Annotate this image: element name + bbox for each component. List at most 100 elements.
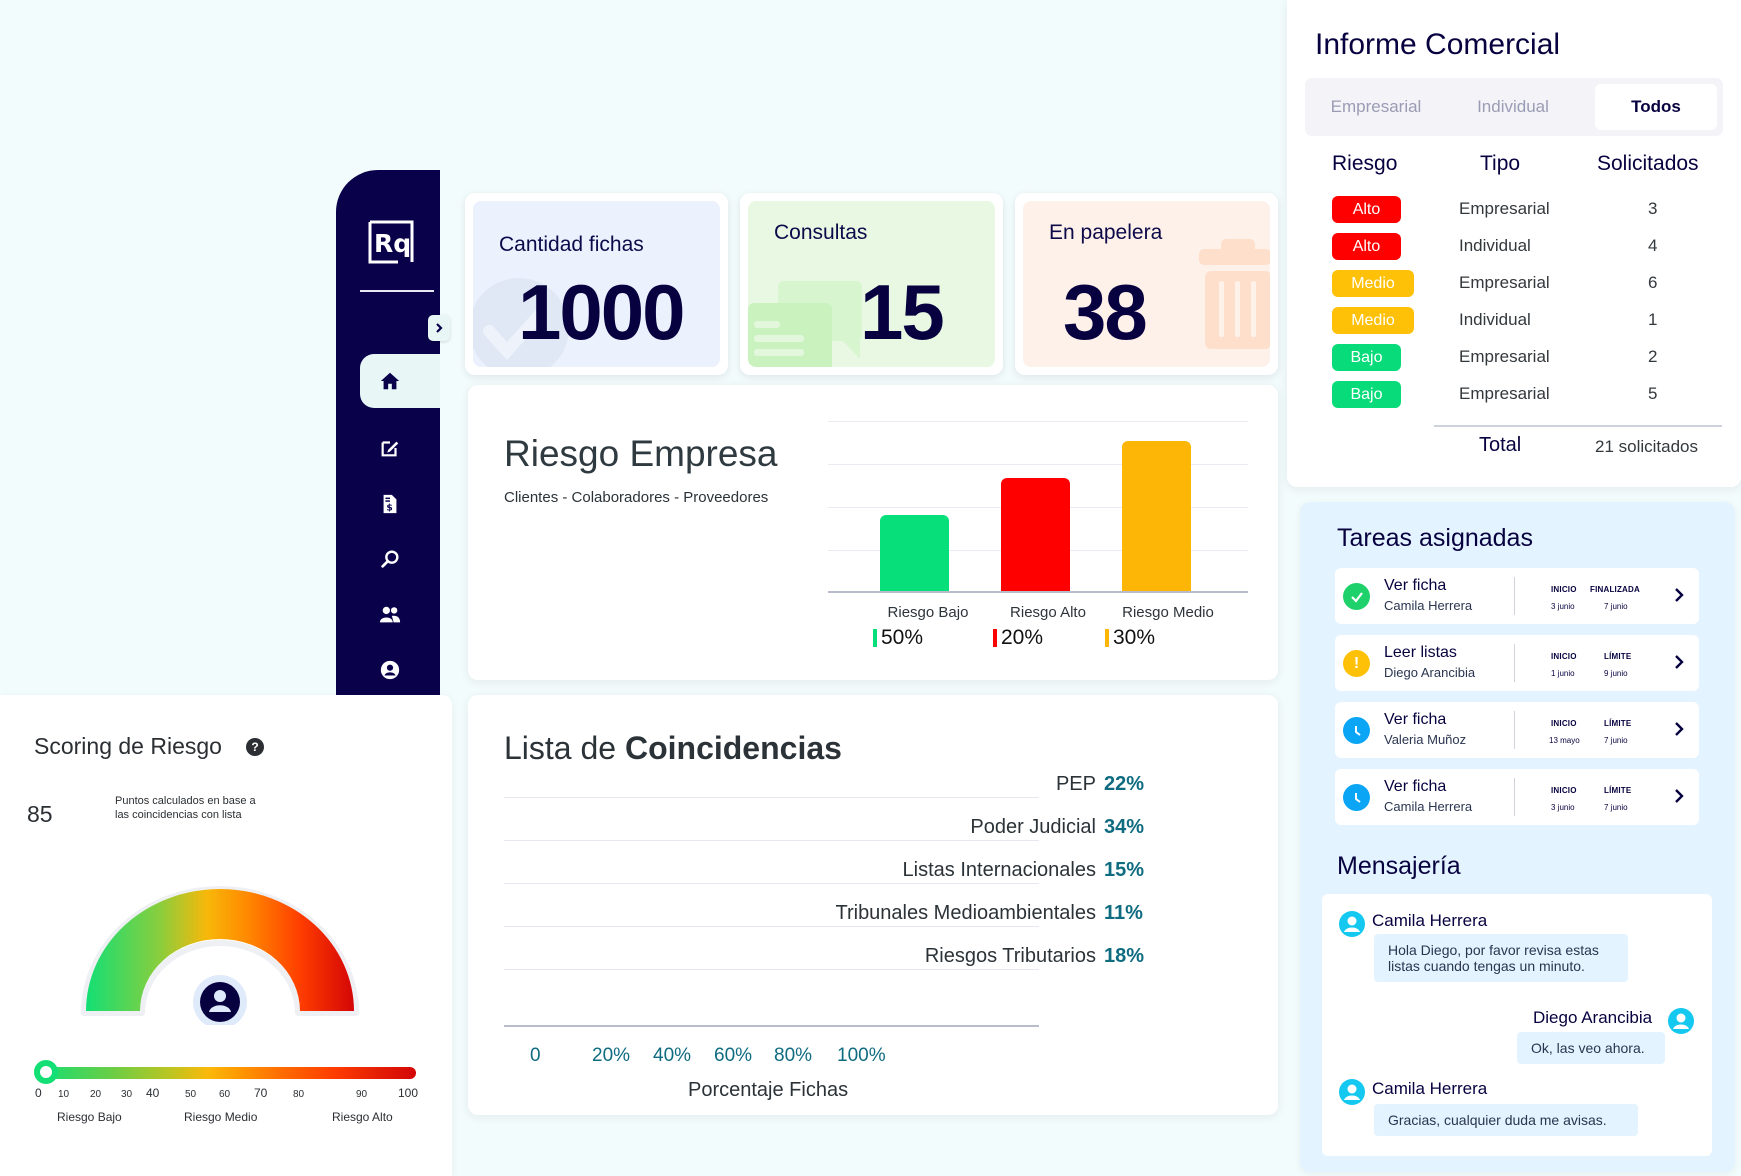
sidebar-item-invoice[interactable]: $ bbox=[360, 477, 440, 531]
message-thread: Camila Herrera Hola Diego, por favor rev… bbox=[1322, 894, 1712, 1156]
sidebar-item-search[interactable] bbox=[360, 532, 440, 586]
solicitados-cell: 2 bbox=[1648, 347, 1658, 366]
x-axis bbox=[828, 591, 1248, 593]
stat-card-fichas[interactable]: Cantidad fichas 1000 bbox=[465, 193, 728, 375]
bar-label: Riesgo Bajo bbox=[887, 604, 969, 621]
stat-value: 1000 bbox=[518, 268, 686, 356]
tab-todos[interactable]: Todos bbox=[1595, 84, 1717, 130]
stat-label: Cantidad fichas bbox=[499, 233, 644, 256]
message-author: Camila Herrera bbox=[1372, 911, 1488, 930]
clock-icon bbox=[1343, 717, 1370, 744]
risk-badge: Bajo bbox=[1332, 344, 1401, 371]
risk-badge: Medio bbox=[1332, 307, 1414, 334]
invoice-icon: $ bbox=[383, 494, 397, 513]
chevron-right-icon bbox=[436, 323, 443, 333]
stat-label: En papelera bbox=[1049, 221, 1163, 244]
sidebar-item-profile[interactable] bbox=[360, 643, 440, 697]
risk-badge: Medio bbox=[1332, 270, 1414, 297]
tab-empresarial[interactable]: Empresarial bbox=[1330, 97, 1422, 116]
chevron-right-icon bbox=[1675, 588, 1684, 602]
check-icon bbox=[1343, 583, 1370, 610]
risk-scale-slider[interactable] bbox=[38, 1067, 416, 1079]
solicitados-cell: 4 bbox=[1648, 236, 1658, 255]
column-header: Solicitados bbox=[1597, 152, 1699, 175]
x-tick: 100% bbox=[837, 1045, 886, 1066]
warning-icon: ! bbox=[1343, 650, 1370, 677]
x-tick: 0 bbox=[530, 1045, 541, 1066]
chevron-right-icon bbox=[1675, 655, 1684, 669]
bar-riesgo-bajo[interactable] bbox=[880, 515, 949, 591]
bar-label: Riesgo Alto bbox=[1010, 604, 1086, 621]
avatar-icon bbox=[1339, 911, 1365, 937]
task-item[interactable]: Ver ficha Valeria Muñoz INICIO LÍMITE 13… bbox=[1335, 702, 1699, 758]
sidebar-item-home[interactable] bbox=[360, 354, 440, 408]
edit-icon bbox=[381, 441, 399, 457]
users-icon bbox=[379, 606, 401, 623]
help-icon[interactable]: ? bbox=[246, 738, 264, 756]
solicitados-cell: 5 bbox=[1648, 384, 1658, 403]
panel-title: Lista de Coincidencias bbox=[504, 730, 842, 766]
tipo-cell: Empresarial bbox=[1459, 384, 1550, 403]
avatar-icon bbox=[1339, 1079, 1365, 1105]
score-description: Puntos calculados en base a las coincide… bbox=[115, 795, 256, 821]
stat-card-inner: Consultas 15 bbox=[748, 201, 995, 367]
bar-percent: 20% bbox=[993, 626, 1043, 650]
task-item[interactable]: ! Leer listas Diego Arancibia INICIO LÍM… bbox=[1335, 635, 1699, 691]
tareas-panel: Tareas asignadas Ver ficha Camila Herrer… bbox=[1300, 502, 1735, 1172]
mensajeria-title: Mensajería bbox=[1337, 852, 1461, 880]
coincidencias-panel: Lista de Coincidencias PEP 22% Poder Jud… bbox=[468, 695, 1278, 1115]
zone-label: Riesgo Bajo bbox=[57, 1110, 122, 1124]
zone-label: Riesgo Alto bbox=[332, 1110, 393, 1124]
user-circle-icon bbox=[380, 660, 400, 680]
bar-riesgo-medio[interactable] bbox=[1122, 441, 1191, 591]
search-icon bbox=[381, 550, 399, 568]
riesgo-empresa-panel: Riesgo Empresa Clientes - Colaboradores … bbox=[468, 385, 1278, 680]
stat-card-papelera[interactable]: En papelera 38 bbox=[1015, 193, 1278, 375]
bar-chart bbox=[828, 421, 1248, 593]
tipo-cell: Empresarial bbox=[1459, 273, 1550, 292]
bar-percent: 50% bbox=[873, 626, 923, 650]
collapse-sidebar-button[interactable] bbox=[428, 315, 450, 341]
x-tick: 40% bbox=[653, 1045, 692, 1066]
trash-icon bbox=[1199, 239, 1270, 349]
stat-card-consultas[interactable]: Consultas 15 bbox=[740, 193, 1003, 375]
home-icon bbox=[380, 372, 400, 390]
scoring-panel: Scoring de Riesgo ? 85 Puntos calculados… bbox=[0, 695, 452, 1176]
logo-divider bbox=[360, 290, 434, 292]
slider-handle[interactable] bbox=[34, 1060, 58, 1084]
tab-individual[interactable]: Individual bbox=[1477, 97, 1549, 116]
task-item[interactable]: Ver ficha Camila Herrera INICIO FINALIZA… bbox=[1335, 568, 1699, 624]
risk-gauge bbox=[81, 886, 359, 1025]
x-tick: 20% bbox=[592, 1045, 631, 1066]
message-author: Camila Herrera bbox=[1372, 1079, 1488, 1098]
tipo-cell: Individual bbox=[1459, 310, 1531, 329]
zone-label: Riesgo Medio bbox=[184, 1110, 258, 1124]
total-divider bbox=[1434, 425, 1722, 427]
message-bubble: Ok, las veo ahora. bbox=[1517, 1032, 1665, 1064]
bar-percent: 30% bbox=[1105, 626, 1155, 650]
total-label: Total bbox=[1479, 434, 1522, 456]
sidebar-item-edit[interactable] bbox=[360, 421, 440, 475]
column-header: Tipo bbox=[1480, 152, 1521, 175]
risk-badge: Bajo bbox=[1332, 381, 1401, 408]
clock-icon bbox=[1343, 784, 1370, 811]
tipo-cell: Empresarial bbox=[1459, 347, 1550, 366]
svg-text:Rq: Rq bbox=[374, 229, 411, 258]
x-tick: 80% bbox=[774, 1045, 813, 1066]
bar-riesgo-alto[interactable] bbox=[1001, 478, 1070, 591]
panel-title: Scoring de Riesgo bbox=[34, 733, 222, 759]
message-bubble: Hola Diego, por favor revisa estas listas… bbox=[1374, 934, 1628, 982]
tab-group: Empresarial Individual Todos bbox=[1305, 78, 1723, 136]
task-item[interactable]: Ver ficha Camila Herrera INICIO LÍMITE 3… bbox=[1335, 769, 1699, 825]
stat-value: 38 bbox=[1063, 268, 1148, 356]
sidebar: Rq $ bbox=[336, 170, 450, 697]
bar-label: Riesgo Medio bbox=[1122, 604, 1214, 621]
check-circle-icon bbox=[473, 278, 569, 367]
column-header: Riesgo bbox=[1332, 152, 1398, 175]
solicitados-cell: 1 bbox=[1648, 310, 1658, 329]
logo-icon: Rq bbox=[368, 220, 414, 264]
sidebar-item-users[interactable] bbox=[360, 588, 440, 642]
stat-value: 15 bbox=[860, 268, 945, 356]
message-bubble: Gracias, cualquier duda me avisas. bbox=[1374, 1104, 1638, 1136]
stat-card-inner: Cantidad fichas 1000 bbox=[473, 201, 720, 367]
